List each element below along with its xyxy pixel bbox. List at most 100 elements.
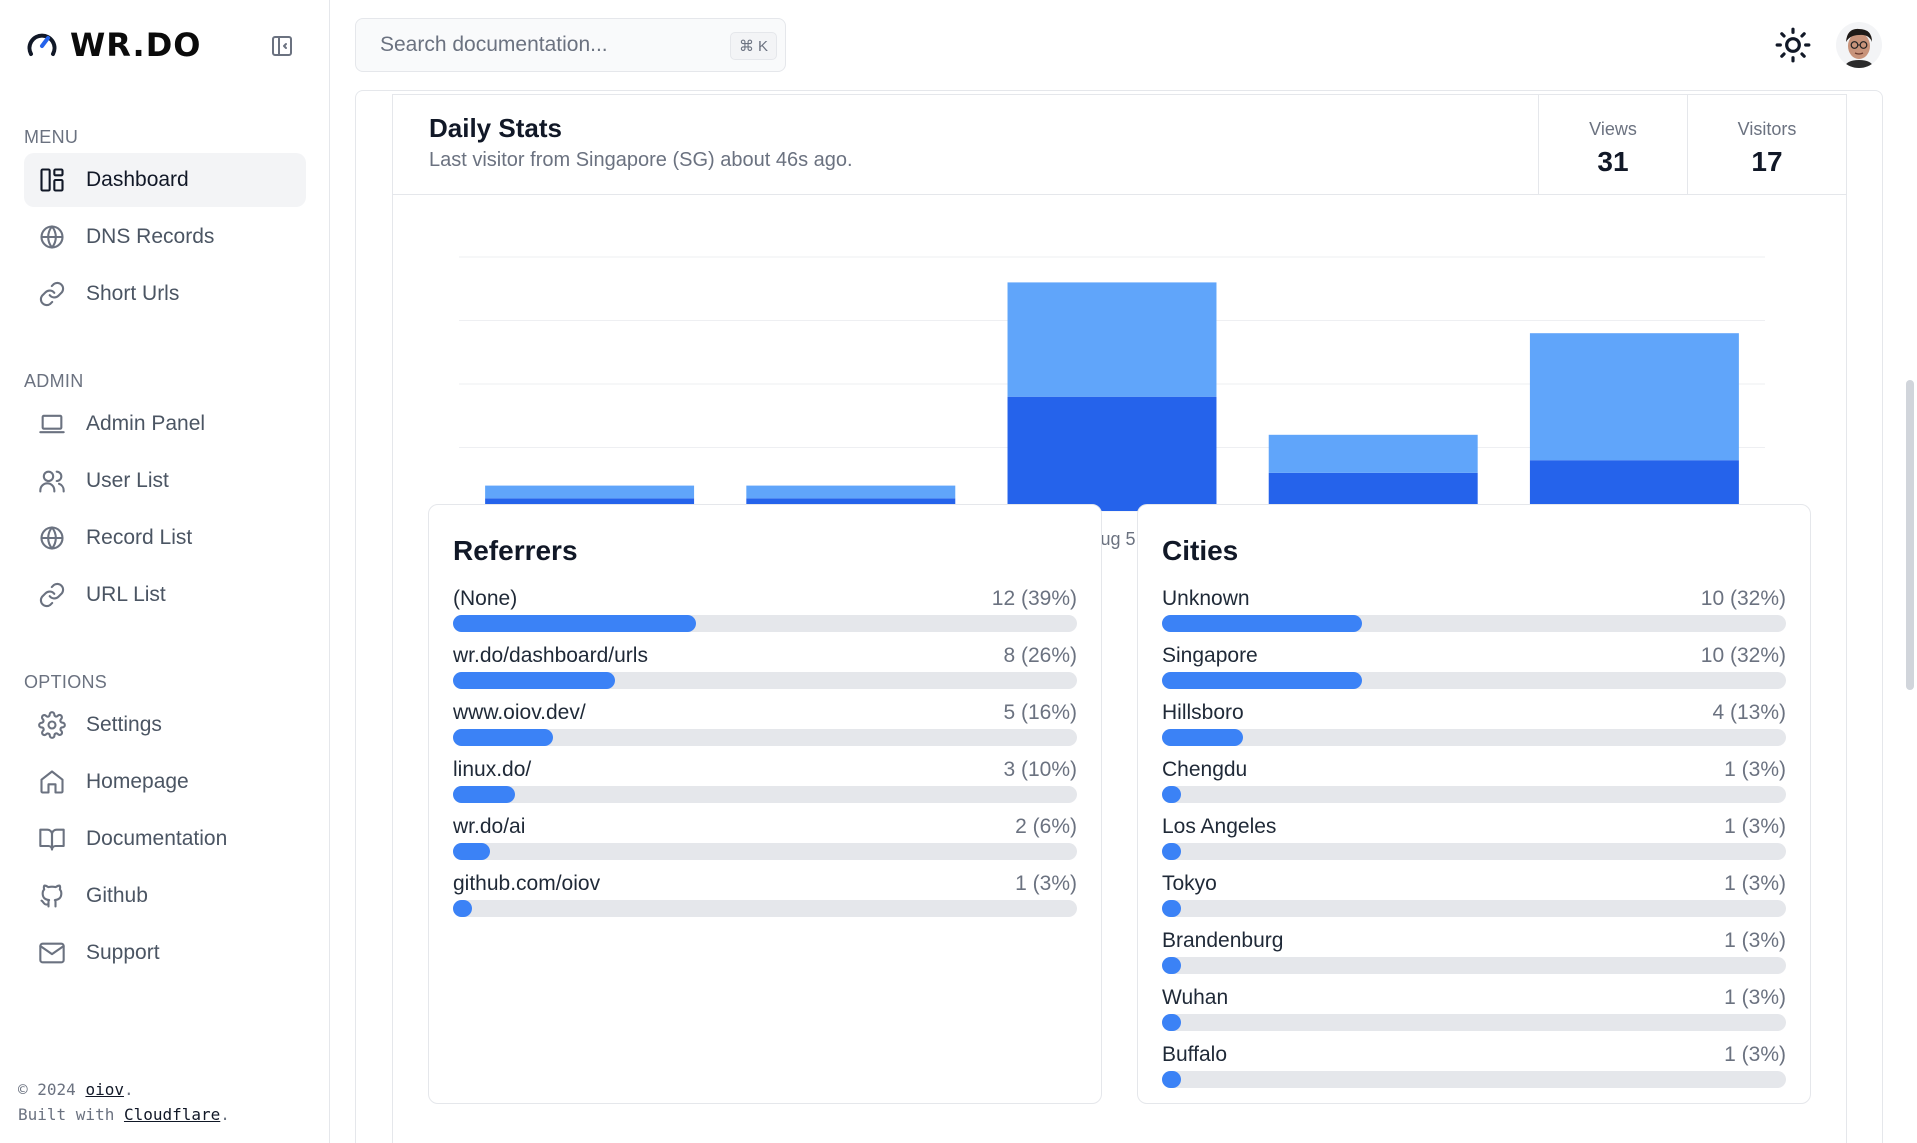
bar-aug-7-series-2[interactable] <box>1529 333 1739 461</box>
search-input[interactable]: Search documentation... ⌘ K <box>355 18 786 72</box>
sidebar-item-url-list[interactable]: URL List <box>24 568 306 622</box>
sidebar-item-record-list[interactable]: Record List <box>24 511 306 565</box>
referrer-row[interactable]: github.com/oiov 1 (3%) <box>453 872 1077 929</box>
sidebar-item-support[interactable]: Support <box>24 926 306 980</box>
dashboard-icon <box>40 168 64 192</box>
sidebar: WR.DO MENU Dashboard DNS Records Short Urls… <box>0 0 330 1143</box>
sidebar-item-label: User List <box>86 469 169 492</box>
city-row[interactable]: Hillsboro 4 (13%) <box>1162 701 1786 758</box>
referrer-row[interactable]: linux.do/3 (10%) <box>453 758 1077 815</box>
sidebar-item-dns-records[interactable]: DNS Records <box>24 210 306 264</box>
command-key: ⌘ <box>738 38 754 55</box>
city-bar-track <box>1162 1071 1786 1088</box>
sidebar-item-short-urls[interactable]: Short Urls <box>24 267 306 321</box>
bar-aug-6-series-2[interactable] <box>1268 434 1478 473</box>
sidebar-item-homepage[interactable]: Homepage <box>24 755 306 809</box>
bar-aug-3-series-2[interactable] <box>485 485 695 499</box>
city-bar-fill <box>1162 672 1362 689</box>
search-shortcut: ⌘ K <box>729 32 777 60</box>
globe-icon <box>40 526 64 550</box>
city-row[interactable]: Buffalo 1 (3%) <box>1162 1043 1786 1100</box>
mail-icon <box>39 942 65 964</box>
views-stat[interactable]: Views 31 <box>1538 95 1687 195</box>
city-value: 1 (3%) <box>1724 815 1786 838</box>
views-label: Views <box>1589 119 1637 139</box>
city-bar-fill <box>1162 1014 1181 1031</box>
referrer-row[interactable]: www.oiov.dev/5 (16%) <box>453 701 1077 758</box>
referrer-bar-fill <box>453 900 472 917</box>
referrer-value: 2 (6%) <box>1015 815 1077 838</box>
visitors-value: 17 <box>1751 146 1783 177</box>
owner-link[interactable]: oiov <box>85 1080 124 1099</box>
bar-aug-5-series-2[interactable] <box>1007 282 1217 397</box>
city-value: 1 (3%) <box>1724 1043 1786 1066</box>
theme-toggle-button[interactable] <box>1774 26 1812 64</box>
city-row[interactable]: Unknown 10 (32%) <box>1162 587 1786 644</box>
city-label: Buffalo <box>1162 1043 1227 1066</box>
referrer-value: 8 (26%) <box>1003 644 1077 667</box>
sidebar-item-label: Admin Panel <box>86 412 206 435</box>
sidebar-item-label: URL List <box>86 583 166 606</box>
sidebar-item-documentation[interactable]: Documentation <box>24 812 306 866</box>
main-panel <box>355 90 1883 1143</box>
referrer-bar-fill <box>453 729 553 746</box>
sidebar-collapse-button[interactable] <box>268 32 296 60</box>
globe-lock-icon <box>40 225 64 249</box>
city-bar-track <box>1162 615 1786 632</box>
city-row[interactable]: Singapore 10 (32%) <box>1162 644 1786 701</box>
section-label-options: OPTIONS <box>24 672 108 692</box>
sidebar-item-user-list[interactable]: User List <box>24 454 306 508</box>
section-label-admin: ADMIN <box>24 371 84 391</box>
city-label: Los Angeles <box>1162 815 1277 838</box>
referrer-row[interactable]: (None) 12 (39%) <box>453 587 1077 644</box>
user-avatar[interactable] <box>1836 22 1882 68</box>
sidebar-item-github[interactable]: Github <box>24 869 306 923</box>
views-value: 31 <box>1597 146 1629 177</box>
brand[interactable]: WR.DO <box>24 26 201 64</box>
bar-aug-4-series-2[interactable] <box>746 485 956 499</box>
referrer-bar-fill <box>453 786 516 803</box>
referrers-card: Referrers (None) 12 (39%) wr.do/dashboard/… <box>428 504 1102 1104</box>
referrers-title: Referrers <box>453 535 578 566</box>
sidebar-item-label: Dashboard <box>86 168 189 191</box>
referrer-bar-track <box>453 786 1077 803</box>
city-row[interactable]: Wuhan 1 (3%) <box>1162 986 1786 1043</box>
cloudflare-link[interactable]: Cloudflare <box>123 1105 221 1124</box>
footer-dot: . <box>123 1080 134 1099</box>
link-icon <box>39 582 65 608</box>
visitors-stat[interactable]: Visitors 17 <box>1687 95 1846 195</box>
city-label: Singapore <box>1162 644 1258 667</box>
referrer-row[interactable]: wr.do/dashboard/urls 8 (26%) <box>453 644 1077 701</box>
bar-aug-7-series-1[interactable] <box>1529 460 1739 511</box>
city-label: Brandenburg <box>1162 929 1284 952</box>
referrer-bar-fill <box>453 615 697 632</box>
users-icon <box>39 470 65 493</box>
city-row[interactable]: Los Angeles 1 (3%) <box>1162 815 1786 872</box>
sidebar-item-settings[interactable]: Settings <box>24 698 306 752</box>
visitors-label: Visitors <box>1737 119 1797 139</box>
sidebar-item-label: Record List <box>86 526 193 549</box>
bar-aug-5-series-1[interactable] <box>1007 396 1217 511</box>
referrer-row[interactable]: wr.do/ai 2 (6%) <box>453 815 1077 872</box>
city-row[interactable]: Brandenburg 1 (3%) <box>1162 929 1786 986</box>
city-label: Tokyo <box>1162 872 1217 895</box>
sidebar-item-admin-panel[interactable]: Admin Panel <box>24 397 306 451</box>
stats-title: Daily Stats <box>429 113 562 143</box>
city-row[interactable]: Chengdu 1 (3%) <box>1162 758 1786 815</box>
referrer-bar-track <box>453 900 1077 917</box>
sidebar-item-label: Homepage <box>86 770 189 793</box>
referrer-bar-track <box>453 843 1077 860</box>
city-row[interactable]: Tokyo 1 (3%) <box>1162 872 1786 929</box>
sidebar-item-label: DNS Records <box>86 225 215 248</box>
referrer-label: wr.do/ai <box>453 815 526 838</box>
page-scrollbar[interactable] <box>1906 380 1914 690</box>
sidebar-item-dashboard[interactable]: Dashboard <box>24 153 306 207</box>
city-value: 1 (3%) <box>1724 758 1786 781</box>
copyright-text: © 2024 <box>18 1080 76 1099</box>
referrer-label: www.oiov.dev/ <box>453 701 586 724</box>
github-icon <box>40 884 63 908</box>
referrer-value: 5 (16%) <box>1003 701 1077 724</box>
city-value: 4 (13%) <box>1712 701 1786 724</box>
city-bar-fill <box>1162 615 1362 632</box>
